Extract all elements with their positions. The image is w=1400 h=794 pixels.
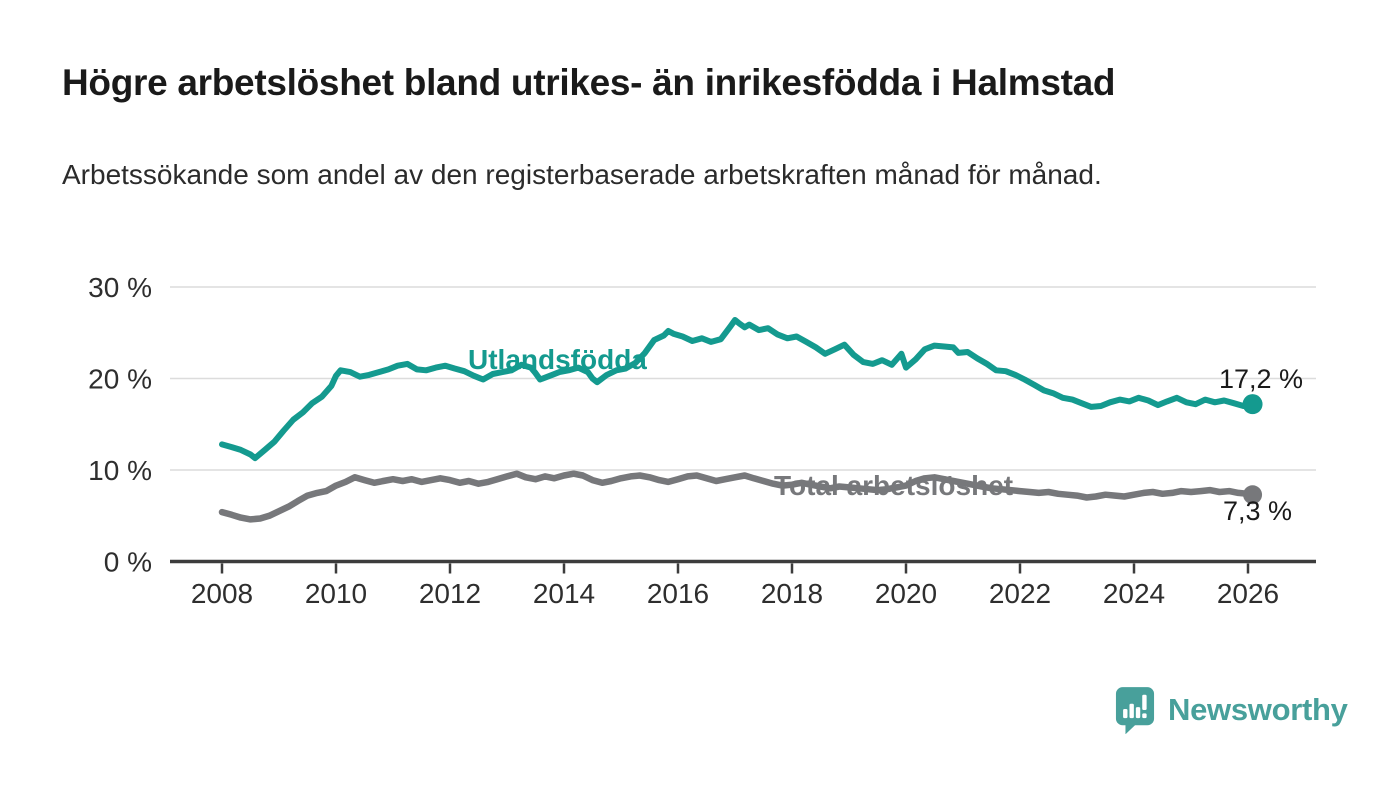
x-axis-tick-label: 2024 [1103,578,1165,609]
y-axis-tick-label: 30 % [88,272,152,303]
x-axis-tick-label: 2008 [191,578,253,609]
x-axis-tick-label: 2014 [533,578,595,609]
page-title: Högre arbetslöshet bland utrikes- än inr… [62,62,1116,103]
y-axis-tick-label: 0 % [104,547,152,578]
x-axis-tick-label: 2012 [419,578,481,609]
series-line-utlandsfodda [219,317,1256,462]
end-value-label-total: 7,3 % [1223,496,1293,526]
newsworthy-wordmark: Newsworthy [1168,692,1348,727]
end-point-dot-total [1243,485,1263,505]
x-axis-tick-label: 2010 [305,578,367,609]
end-value-label-utlandsfodda: 17,2 % [1219,364,1304,394]
series-label-total-arbetsloshet: Total arbetslöshet [774,470,1014,501]
end-point-dot-utlandsfodda [1242,394,1263,415]
y-axis-tick-label: 10 % [88,455,152,486]
logo-bars-icon [1123,694,1147,719]
chart-subtitle: Arbetssökande som andel av den registerb… [62,159,1102,190]
x-axis-tick-label: 2022 [989,578,1051,609]
x-axis-tick-label: 2026 [1217,578,1279,609]
y-axis-tick-label: 20 % [88,364,152,395]
newsworthy-logo-icon [1115,687,1155,734]
newsworthy-brand: Newsworthy [1115,686,1348,734]
x-axis-tick-label: 2016 [647,578,709,609]
series-label-utlandsfodda: Utlandsfödda [468,344,647,375]
x-axis-tick-label: 2020 [875,578,937,609]
x-axis-tick-label: 2018 [761,578,823,609]
series-line-total [218,470,1256,523]
